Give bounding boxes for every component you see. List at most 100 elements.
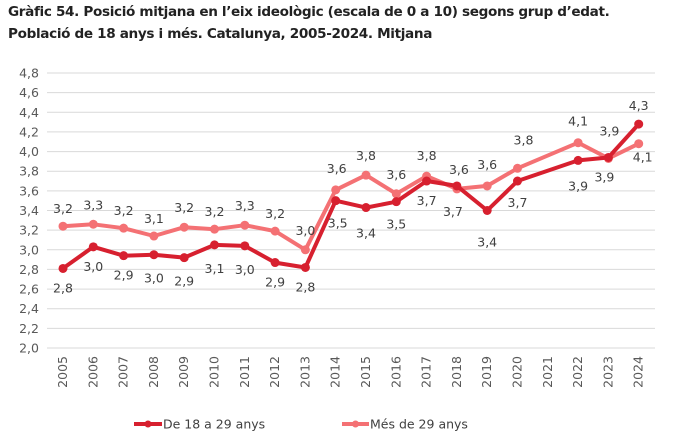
data-point (88, 242, 98, 252)
data-point (573, 155, 583, 165)
data-point (119, 251, 129, 261)
data-point (422, 176, 432, 186)
series-line-mes-de-29-anys (61, 140, 641, 252)
data-labels: 3,2 3,3 3,2 3,1 3,2 3,2 3,3 3,2 3,0 3,6 3,8 3,6 3,8 3… (53, 98, 653, 295)
legend-label-de-18-a-29-anys: De 18 a 29 anys (163, 417, 265, 432)
data-point (149, 231, 159, 241)
data-point (240, 241, 250, 251)
data-point (179, 253, 189, 263)
y-tick-label: 4,0 (19, 144, 39, 159)
y-tick-label: 3,4 (19, 203, 39, 218)
y-tick-label: 4,8 (19, 66, 39, 81)
series-group (58, 119, 644, 273)
x-tick-label: 2013 (297, 356, 312, 388)
chart-title-line-1: Gràfic 54. Posició mitjana en l’eix ideo… (8, 4, 610, 20)
data-label-de-18-a-29-anys: 3,5 (386, 217, 406, 232)
data-point (210, 224, 219, 234)
x-tick-label: 2010 (207, 356, 222, 388)
x-tick-label: 2007 (116, 356, 131, 388)
y-tick-label: 4,2 (19, 124, 39, 139)
data-point (270, 226, 280, 236)
y-tick-label: 2,0 (19, 341, 39, 356)
x-tick-label: 2017 (419, 356, 434, 388)
data-label-mes-de-29-anys: 3,8 (417, 148, 437, 163)
x-tick-label: 2022 (570, 356, 585, 388)
data-point (603, 152, 613, 162)
y-tick-label: 3,2 (19, 223, 39, 238)
data-point (513, 163, 522, 173)
y-tick-label: 4,6 (19, 85, 39, 100)
data-point (300, 245, 310, 255)
data-point (179, 222, 189, 232)
data-label-de-18-a-29-anys: 3,4 (356, 226, 376, 241)
data-label-de-18-a-29-anys: 3,7 (443, 204, 463, 219)
y-tick-label: 3,6 (19, 183, 39, 198)
data-label-de-18-a-29-anys: 3,0 (83, 259, 103, 274)
x-tick-label: 2006 (85, 356, 100, 388)
data-label-mes-de-29-anys: 3,2 (174, 200, 194, 215)
y-tick-label: 2,8 (19, 262, 39, 277)
data-label-de-18-a-29-anys: 3,5 (328, 216, 348, 231)
series-line-de-18-a-29-anys (61, 122, 641, 271)
data-label-mes-de-29-anys: 3,3 (83, 197, 103, 212)
data-label-mes-de-29-anys: 3,3 (235, 198, 255, 213)
data-label-mes-de-29-anys: 4,1 (568, 114, 588, 129)
x-tick-label: 2014 (328, 356, 343, 388)
legend-marker (144, 420, 152, 428)
data-label-de-18-a-29-anys: 2,8 (295, 279, 315, 294)
data-point (391, 197, 401, 207)
y-axis: 2,0 2,2 2,4 2,6 2,8 3,0 3,2 3,4 3,6 3,8 4,0 4,2 4,4 4… (19, 66, 39, 356)
data-label-mes-de-29-anys: 3,1 (144, 211, 164, 226)
chart-title: Gràfic 54. Posició mitjana en l’eix ideo… (8, 1, 693, 45)
legend-label-mes-de-29-anys: Més de 29 anys (370, 417, 468, 432)
data-point (391, 189, 401, 199)
y-tick-label: 2,4 (19, 301, 39, 316)
data-point (482, 206, 492, 215)
x-tick-label: 2024 (631, 356, 646, 388)
y-tick-label: 4,4 (19, 105, 39, 120)
chart-title-line-2: Població de 18 anys i més. Catalunya, 20… (8, 26, 433, 42)
data-point (119, 223, 129, 233)
data-point (361, 170, 371, 180)
data-label-de-18-a-29-anys: 3,9 (594, 169, 614, 184)
x-tick-label: 2015 (358, 356, 373, 388)
data-label-mes-de-29-anys: 3,8 (514, 132, 534, 147)
legend: De 18 a 29 anys Més de 29 anys (134, 417, 468, 432)
data-point (149, 250, 159, 260)
data-label-mes-de-29-anys: 3,6 (477, 157, 497, 172)
data-label-de-18-a-29-anys: 4,3 (629, 98, 649, 113)
legend-marker (352, 420, 359, 428)
y-tick-label: 3,0 (19, 242, 39, 257)
data-point (634, 139, 644, 149)
y-tick-label: 3,8 (19, 164, 39, 179)
data-label-mes-de-29-anys: 3,2 (53, 201, 73, 216)
data-point (270, 258, 280, 268)
x-axis: 2005 2006 2007 2008 2009 2010 2011 2012 2013 2014… (55, 356, 646, 388)
data-label-mes-de-29-anys: 4,1 (633, 150, 653, 165)
data-label-mes-de-29-anys: 3,9 (599, 123, 619, 138)
data-label-de-18-a-29-anys: 3,0 (235, 262, 255, 277)
data-label-de-18-a-29-anys: 3,0 (144, 271, 164, 286)
x-tick-label: 2019 (479, 356, 494, 388)
y-tick-label: 2,2 (19, 321, 39, 336)
data-label-de-18-a-29-anys: 3,7 (508, 195, 528, 210)
data-label-mes-de-29-anys: 3,8 (356, 148, 376, 163)
y-tick-label: 2,6 (19, 282, 39, 297)
data-label-de-18-a-29-anys: 2,8 (53, 280, 73, 295)
data-point (331, 196, 341, 206)
data-point (58, 263, 68, 273)
data-point (482, 181, 492, 191)
gridlines (47, 72, 655, 349)
data-label-mes-de-29-anys: 3,2 (205, 204, 225, 219)
data-label-de-18-a-29-anys: 2,9 (114, 268, 134, 283)
data-point (300, 262, 310, 272)
x-tick-label: 2012 (267, 356, 282, 388)
data-point (452, 181, 462, 191)
x-tick-label: 2016 (388, 356, 403, 388)
data-point (513, 176, 522, 186)
data-label-de-18-a-29-anys: 2,9 (265, 275, 285, 290)
data-label-mes-de-29-anys: 3,6 (386, 167, 406, 182)
data-point (210, 240, 219, 250)
x-tick-label: 2009 (176, 356, 191, 388)
